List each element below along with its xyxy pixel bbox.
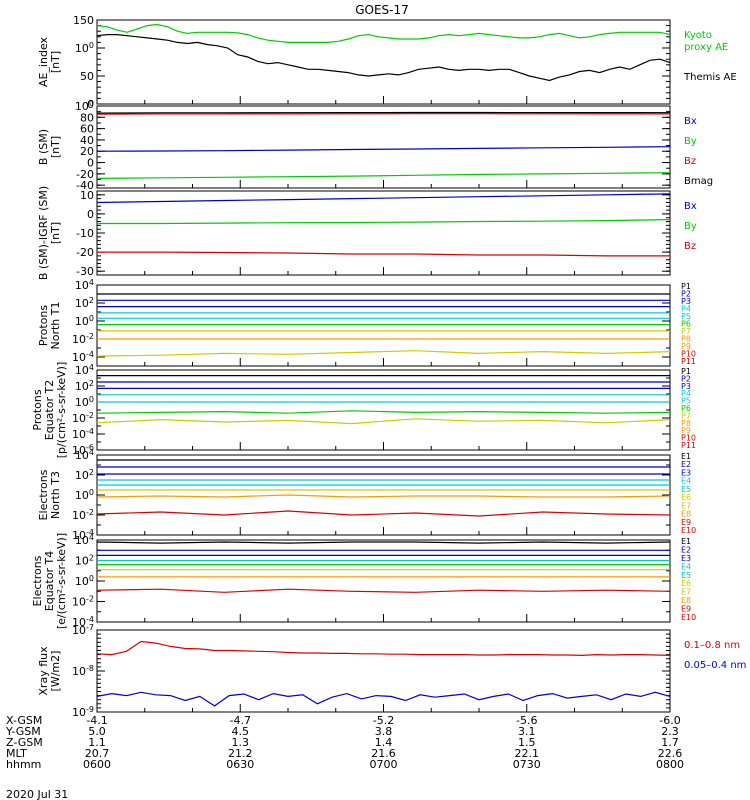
goes17-multipanel-plot: GOES-17 050100150AE_index [nT]Kyotoproxy … — [0, 0, 750, 800]
series-p7 — [97, 419, 670, 424]
series-0-1-0-8-nm — [97, 642, 670, 656]
y-axis-label: [nT] — [49, 51, 62, 73]
x-axis-value: 0600 — [83, 758, 111, 771]
y-tick-label: -10 — [76, 227, 94, 240]
series-0-05-0-4-nm — [97, 692, 670, 706]
legend-item: 0.05–0.4 nm — [684, 660, 746, 671]
legend-item: Bz — [684, 156, 696, 167]
y-tick-label: 80 — [80, 111, 94, 124]
y-tick-label: 10 — [80, 189, 94, 202]
y-tick-label: 102 — [75, 296, 94, 310]
legend-item: Kyoto — [684, 30, 712, 41]
legend-item: Themis AE — [683, 72, 737, 83]
legend-item: P11 — [681, 357, 696, 366]
y-tick-label: 60 — [80, 123, 94, 136]
panel-protons_t2: 10-610-410-2100102104Protons Equator T2 [p… — [31, 362, 696, 459]
series-e8 — [97, 511, 670, 516]
y-tick-label: 40 — [80, 134, 94, 147]
legend-item: E10 — [681, 613, 696, 622]
y-tick-label: 100 — [75, 395, 94, 409]
y-tick-label: 104 — [75, 278, 94, 292]
date-label: 2020 Jul 31 — [6, 788, 68, 800]
y-tick-label: 102 — [75, 468, 94, 482]
chart-title: GOES-17 — [355, 3, 409, 17]
series-by — [97, 173, 670, 179]
y-axis-label: [nT] — [49, 222, 62, 244]
legend-item: P11 — [681, 441, 696, 450]
series-bx — [97, 147, 670, 152]
y-tick-label: 102 — [75, 554, 94, 568]
y-tick-label: 20 — [80, 145, 94, 158]
series-e1 — [97, 542, 670, 543]
y-axis-label: [W/m2] — [49, 651, 62, 692]
y-tick-label: 10-2 — [72, 411, 94, 425]
panel-protons_t1: 10-4 10-2 100 102 104 Protons North T1 P1P2P3P4… — [37, 278, 696, 366]
y-axis-label: [e/(cm²-s-sr-keV)] — [55, 533, 68, 629]
series-e8 — [97, 589, 670, 592]
series-kyoto-proxy-ae — [97, 25, 670, 43]
x-axis-value: 0700 — [370, 758, 398, 771]
x-axis-value: 0800 — [656, 758, 684, 771]
y-tick-label: 10-7 — [72, 623, 94, 637]
panel-xray: 10-910-810-7Xray flux [W/m2]0.1–0.8 nm0.0… — [37, 623, 746, 719]
panel-frame — [97, 191, 670, 275]
series-e7 — [97, 495, 670, 497]
series-bx — [97, 194, 670, 203]
y-tick-label: 104 — [75, 448, 94, 462]
legend-item: Bmag — [684, 176, 713, 187]
y-tick-label: 10-4 — [72, 350, 94, 364]
y-tick-label: 102 — [75, 379, 94, 393]
y-tick-label: 150 — [73, 14, 94, 27]
legend-item: Bz — [684, 241, 696, 252]
series-bz — [97, 114, 670, 115]
legend-item: E10 — [681, 526, 696, 535]
y-axis-label: North T3 — [49, 471, 62, 519]
panel-bigrf: -30-20-10010B (SM)-IGRF (SM) [nT]BxByBz — [37, 186, 697, 280]
y-tick-label: 100 — [75, 574, 94, 588]
legend-item: By — [684, 221, 697, 232]
x-axis-row-label: hhmm — [6, 758, 41, 771]
y-tick-label: 50 — [80, 70, 94, 83]
panel-frame — [97, 540, 670, 622]
y-axis-label: North T1 — [49, 302, 62, 350]
y-tick-label: 10-2 — [72, 332, 94, 346]
y-tick-label: -20 — [76, 246, 94, 259]
legend-item: proxy AE — [684, 42, 728, 53]
y-tick-label: 104 — [75, 363, 94, 377]
y-tick-label: 10-4 — [72, 427, 94, 441]
y-tick-label: 0 — [87, 208, 94, 221]
legend-item: Bx — [684, 116, 697, 127]
legend-item: 0.1–0.8 nm — [684, 640, 740, 651]
y-tick-label: 0 — [87, 157, 94, 170]
series-p9 — [97, 351, 670, 356]
series-bmag — [97, 113, 670, 114]
panel-bsm: -40-20020406080100B (SM) [nT]BxByBzBmag — [37, 99, 713, 192]
y-tick-label: 10-2 — [72, 595, 94, 609]
y-axis-label: [p/(cm²-s-sr-keV)] — [55, 362, 68, 459]
y-tick-label: -30 — [76, 265, 94, 278]
y-tick-label: -20 — [76, 168, 94, 181]
series-by — [97, 220, 670, 224]
legend-item: Bx — [684, 201, 697, 212]
y-tick-label: 10-2 — [72, 508, 94, 522]
y-axis-label: [nT] — [49, 136, 62, 158]
y-tick-label: 100 — [75, 314, 94, 328]
x-axis-value: 0730 — [513, 758, 541, 771]
legend-item: By — [684, 136, 697, 147]
x-axis-value: 0630 — [226, 758, 254, 771]
panel-frame — [97, 285, 670, 366]
series-p6 — [97, 411, 670, 413]
series-bz — [97, 252, 670, 256]
y-tick-label: 104 — [75, 533, 94, 547]
y-tick-label: 100 — [75, 488, 94, 502]
y-tick-label: 100 — [75, 41, 94, 55]
y-tick-label: 10-8 — [72, 664, 94, 678]
series-themis-ae — [97, 35, 670, 81]
